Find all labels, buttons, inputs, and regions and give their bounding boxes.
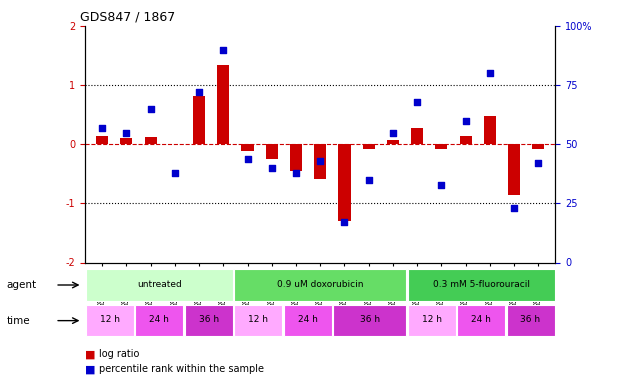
Text: time: time: [6, 316, 30, 326]
Text: 0.3 mM 5-fluorouracil: 0.3 mM 5-fluorouracil: [433, 280, 529, 289]
Text: 36 h: 36 h: [199, 315, 219, 324]
Bar: [234, 270, 406, 300]
Text: ■: ■: [85, 350, 96, 359]
Bar: [435, 144, 447, 149]
Point: [509, 205, 519, 211]
Bar: [408, 305, 456, 336]
Bar: [411, 128, 423, 144]
Bar: [333, 305, 406, 336]
Text: agent: agent: [6, 280, 37, 290]
Bar: [484, 116, 496, 144]
Point: [461, 118, 471, 124]
Bar: [387, 140, 399, 144]
Text: log ratio: log ratio: [99, 350, 139, 359]
Bar: [144, 137, 156, 144]
Bar: [185, 305, 233, 336]
Point: [388, 129, 398, 135]
Point: [533, 160, 543, 166]
Text: untreated: untreated: [137, 280, 182, 289]
Bar: [284, 305, 332, 336]
Bar: [242, 144, 254, 152]
Point: [291, 170, 301, 176]
Text: 12 h: 12 h: [422, 315, 442, 324]
Point: [315, 158, 326, 164]
Text: 0.9 uM doxorubicin: 0.9 uM doxorubicin: [277, 280, 363, 289]
Point: [146, 106, 156, 112]
Bar: [457, 305, 505, 336]
Text: 24 h: 24 h: [150, 315, 169, 324]
Point: [121, 129, 131, 135]
Text: 36 h: 36 h: [360, 315, 380, 324]
Point: [267, 165, 277, 171]
Bar: [508, 144, 520, 195]
Point: [170, 170, 180, 176]
Bar: [459, 135, 472, 144]
Bar: [217, 64, 229, 144]
Point: [437, 182, 447, 188]
Point: [242, 156, 252, 162]
Point: [218, 47, 228, 53]
Bar: [96, 135, 108, 144]
Bar: [408, 270, 555, 300]
Point: [485, 70, 495, 76]
Bar: [136, 305, 184, 336]
Bar: [193, 96, 205, 144]
Text: 36 h: 36 h: [521, 315, 541, 324]
Text: percentile rank within the sample: percentile rank within the sample: [99, 364, 264, 374]
Point: [363, 177, 374, 183]
Point: [412, 99, 422, 105]
Point: [339, 219, 350, 225]
Bar: [290, 144, 302, 171]
Bar: [363, 144, 375, 149]
Bar: [121, 138, 133, 144]
Point: [194, 89, 204, 95]
Text: 12 h: 12 h: [100, 315, 120, 324]
Bar: [266, 144, 278, 159]
Bar: [86, 305, 134, 336]
Point: [97, 125, 107, 131]
Bar: [533, 144, 545, 149]
Text: 12 h: 12 h: [249, 315, 268, 324]
Bar: [314, 144, 326, 178]
Text: ■: ■: [85, 364, 96, 374]
Bar: [507, 305, 555, 336]
Text: 24 h: 24 h: [298, 315, 318, 324]
Text: 24 h: 24 h: [471, 315, 491, 324]
Bar: [86, 270, 233, 300]
Bar: [234, 305, 283, 336]
Bar: [338, 144, 351, 221]
Text: GDS847 / 1867: GDS847 / 1867: [81, 11, 176, 24]
